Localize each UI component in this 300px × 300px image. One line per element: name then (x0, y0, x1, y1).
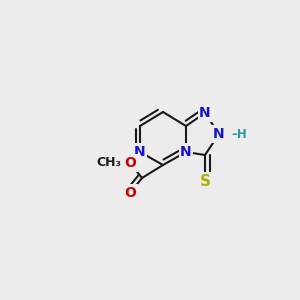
Text: N: N (213, 127, 225, 141)
Text: N: N (199, 106, 211, 120)
Text: S: S (200, 173, 211, 188)
Text: –H: –H (231, 128, 247, 140)
Text: O: O (124, 186, 136, 200)
Text: O: O (124, 156, 136, 170)
Text: CH₃: CH₃ (97, 157, 122, 169)
Text: N: N (134, 145, 146, 159)
Text: N: N (180, 145, 192, 159)
